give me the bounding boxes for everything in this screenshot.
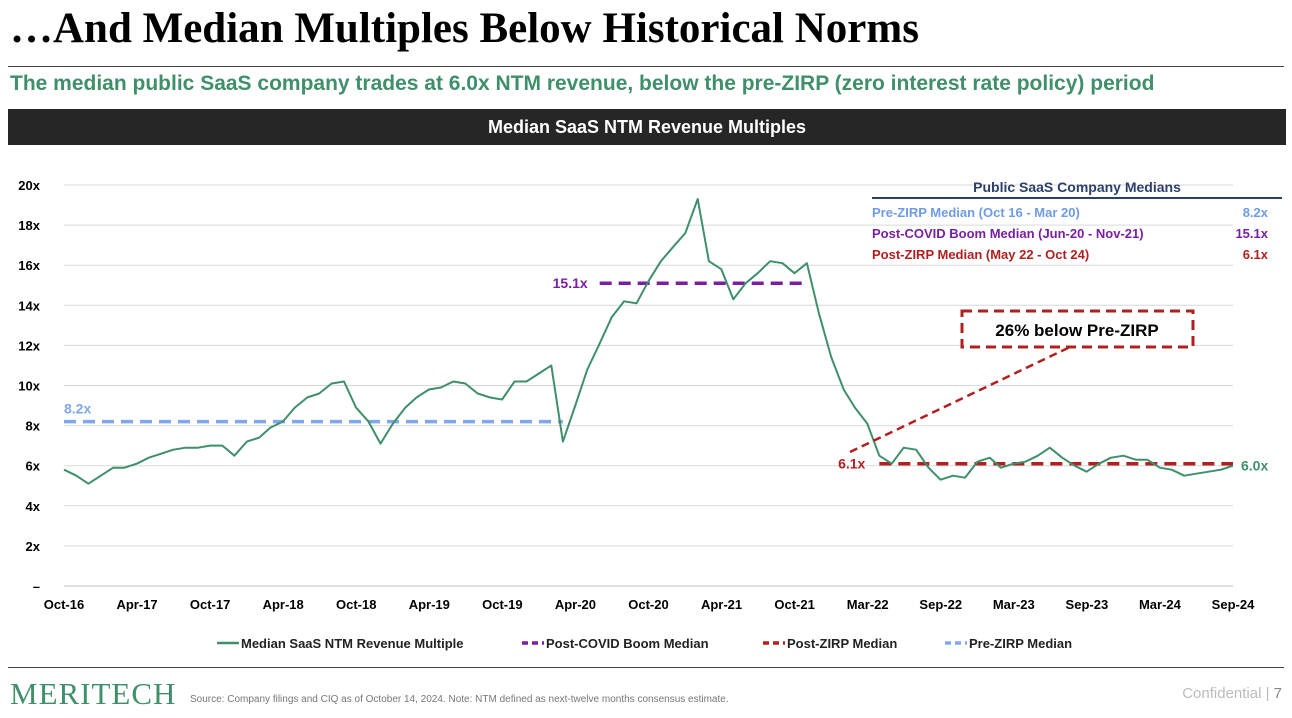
x-tick-label: Oct-17 xyxy=(190,597,230,612)
median-multiples-chart: – 2x 4x 6x 8x 10x 12x 14x 16x 18x 20x Oct-16 Apr-17 O… xyxy=(18,178,1282,651)
y-tick-label: 16x xyxy=(18,258,40,273)
y-tick-label: 18x xyxy=(18,218,40,233)
pre-zirp-label: 8.2x xyxy=(64,401,91,417)
x-tick-label: Sep-24 xyxy=(1212,597,1255,612)
meritech-logo: MERITECH xyxy=(10,676,177,711)
x-tick-label: Apr-21 xyxy=(701,597,742,612)
end-value-label: 6.0x xyxy=(1241,458,1268,474)
x-tick-label: Sep-22 xyxy=(919,597,962,612)
legend-label: Post-ZIRP Median xyxy=(787,636,897,651)
source-note: Source: Company filings and CIQ as of Oc… xyxy=(190,694,729,705)
y-tick-label: 10x xyxy=(18,379,40,394)
x-tick-label: Apr-20 xyxy=(555,597,596,612)
y-tick-label: 2x xyxy=(26,539,41,554)
x-tick-label: Apr-19 xyxy=(409,597,450,612)
y-tick-label: 12x xyxy=(18,338,40,353)
title-rule xyxy=(8,66,1284,67)
x-tick-label: Oct-20 xyxy=(628,597,668,612)
legend-label: Post-COVID Boom Median xyxy=(546,636,709,651)
x-tick-label: Apr-17 xyxy=(116,597,157,612)
y-tick-label: 14x xyxy=(18,298,40,313)
x-tick-label: Mar-24 xyxy=(1139,597,1182,612)
medians-row-label: Post-ZIRP Median (May 22 - Oct 24) xyxy=(872,247,1089,262)
medians-row-label: Post-COVID Boom Median (Jun-20 - Nov-21) xyxy=(872,226,1144,241)
medians-row-value: 15.1x xyxy=(1235,226,1268,241)
y-tick-label: 4x xyxy=(26,499,41,514)
boom-label: 15.1x xyxy=(553,275,588,291)
x-tick-label: Oct-21 xyxy=(774,597,814,612)
x-tick-label: Apr-18 xyxy=(263,597,304,612)
y-tick-label: 8x xyxy=(26,419,41,434)
series-line xyxy=(63,198,1234,485)
y-tick-label: 20x xyxy=(18,178,40,193)
footer-rule xyxy=(8,667,1284,668)
x-tick-label: Mar-23 xyxy=(993,597,1035,612)
confidential-label: Confidential | 7 xyxy=(1182,685,1282,702)
chart-banner: Median SaaS NTM Revenue Multiples xyxy=(8,109,1286,145)
annotation-text: 26% below Pre-ZIRP xyxy=(995,321,1158,340)
page-number: 7 xyxy=(1273,685,1282,702)
medians-row-value: 8.2x xyxy=(1243,205,1269,220)
medians-table-title: Public SaaS Company Medians xyxy=(973,179,1181,195)
y-tick-label: – xyxy=(33,579,40,594)
x-tick-label: Mar-22 xyxy=(847,597,889,612)
post-zirp-label: 6.1x xyxy=(838,456,865,472)
x-tick-label: Oct-18 xyxy=(336,597,376,612)
medians-row-value: 6.1x xyxy=(1243,247,1269,262)
x-tick-label: Oct-19 xyxy=(482,597,522,612)
legend-label: Pre-ZIRP Median xyxy=(969,636,1072,651)
page-title: …And Median Multiples Below Historical N… xyxy=(10,5,919,52)
medians-row-label: Pre-ZIRP Median (Oct 16 - Mar 20) xyxy=(872,205,1080,220)
annotation-leader xyxy=(849,345,1071,454)
annotation-box xyxy=(960,309,1195,349)
page-subtitle: The median public SaaS company trades at… xyxy=(10,72,1155,95)
confidential-text: Confidential xyxy=(1182,685,1262,702)
y-tick-label: 6x xyxy=(26,459,41,474)
x-tick-label: Sep-23 xyxy=(1066,597,1109,612)
legend-label: Median SaaS NTM Revenue Multiple xyxy=(241,636,464,651)
x-tick-label: Oct-16 xyxy=(44,597,84,612)
